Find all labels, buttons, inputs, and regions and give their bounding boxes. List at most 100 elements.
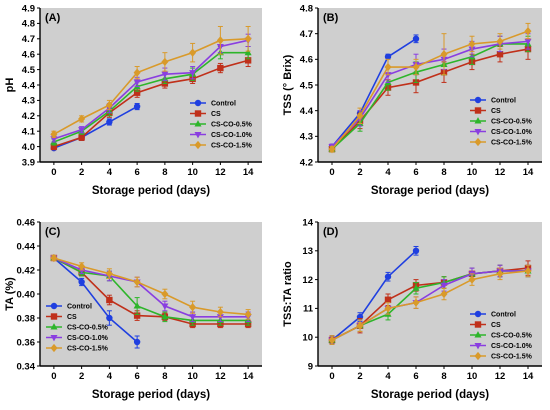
y-axis-label: TSS (° Brix) (282, 54, 294, 115)
series-line (331, 38, 417, 148)
x-tick-label: 2 (79, 371, 84, 382)
legend-label: CS-CO-1.0% (491, 343, 533, 350)
legend-marker (474, 321, 482, 328)
y-tick-label: 4.3 (22, 96, 35, 107)
legend-label: CS (491, 322, 501, 329)
y-tick-label: 14 (302, 217, 313, 228)
y-tick-label: 4.8 (22, 19, 35, 30)
legend-marker (474, 107, 482, 114)
data-point (412, 284, 420, 291)
y-tick-label: 4.3 (300, 132, 313, 143)
x-tick-label: 12 (215, 167, 226, 178)
legend: Control CS CS-CO-0.5% CS-CO-1.0% CS-CO-1.5% (470, 310, 533, 361)
x-tick-label: 14 (523, 167, 534, 178)
y-tick-label: 0.40 (17, 289, 36, 300)
legend-marker (194, 120, 202, 127)
y-tick-label: 11 (303, 304, 314, 315)
data-point (189, 70, 197, 77)
x-tick-label: 2 (357, 167, 362, 178)
legend-label: Control (491, 98, 516, 105)
data-point (468, 275, 476, 284)
series-line (53, 39, 249, 140)
data-point (189, 314, 197, 321)
y-tick-label: 4.5 (300, 80, 314, 91)
legend-marker (474, 342, 482, 350)
legend-item-cs-co-0-5: CS-CO-0.5% (46, 323, 109, 332)
data-point (496, 37, 504, 46)
data-point (384, 273, 392, 280)
data-point (328, 335, 336, 345)
series-line (53, 257, 138, 343)
legend-item-cs-co-1-5: CS-CO-1.5% (470, 351, 533, 361)
x-tick-label: 12 (495, 167, 506, 178)
series-line (331, 40, 529, 148)
data-point (384, 296, 392, 303)
legend-marker (474, 128, 482, 136)
legend-label: Control (211, 101, 236, 108)
data-point (133, 338, 141, 346)
panel-label: (C) (45, 226, 61, 238)
data-point (78, 114, 86, 124)
data-point (105, 100, 113, 110)
y-axis-label: TSS:TA ratio (282, 261, 294, 327)
y-tick-label: 4.4 (300, 106, 314, 117)
data-point (161, 303, 169, 310)
series-line (331, 43, 528, 150)
panel-label: (D) (323, 226, 339, 238)
data-point (50, 130, 58, 139)
series-cs-co-1-5 (50, 25, 252, 139)
legend-label: CS-CO-0.5% (491, 333, 533, 340)
data-point (78, 267, 86, 274)
legend-label: CS-CO-1.5% (211, 143, 253, 150)
legend-marker (194, 110, 202, 117)
x-tick-label: 14 (243, 371, 254, 382)
y-tick-label: 13 (302, 246, 313, 257)
data-point (244, 310, 252, 319)
plot-area (40, 8, 262, 162)
data-point (161, 289, 169, 299)
data-point (384, 62, 392, 72)
series-line (53, 257, 249, 325)
x-tick-label: 6 (134, 167, 139, 178)
data-point (133, 277, 141, 287)
legend-marker (50, 343, 58, 353)
y-axis-label: pH (4, 78, 16, 93)
y-tick-label: 4.2 (22, 111, 35, 122)
legend-label: CS-CO-1.5% (491, 354, 533, 361)
x-tick-label: 0 (51, 167, 56, 178)
x-tick-label: 10 (187, 167, 198, 178)
x-tick-label: 0 (51, 371, 56, 382)
legend-item-control: Control (470, 96, 516, 105)
y-tick-label: 4.9 (22, 3, 35, 14)
legend-marker (50, 323, 58, 330)
x-tick-label: 8 (441, 167, 446, 178)
data-point (216, 36, 224, 45)
legend-marker (474, 137, 482, 147)
series-line (53, 257, 249, 316)
legend: Control CS CS-CO-0.5% CS-CO-1.0% CS-CO-1.5% (190, 99, 253, 150)
data-point (496, 51, 504, 58)
x-tick-label: 10 (187, 371, 198, 382)
x-tick-label: 10 (467, 371, 478, 382)
y-tick-label: 4.6 (300, 55, 313, 66)
data-point (217, 64, 224, 72)
y-tick-label: 9 (308, 361, 313, 372)
data-point (106, 296, 113, 304)
legend-marker (194, 99, 202, 107)
legend-item-cs-co-0-5: CS-CO-0.5% (190, 120, 253, 129)
data-point (496, 269, 504, 278)
y-tick-label: 12 (302, 275, 313, 286)
x-axis-label: Storage period (days) (371, 389, 489, 401)
legend-label: Control (491, 312, 516, 319)
legend-marker (474, 117, 482, 124)
x-tick-label: 4 (107, 167, 113, 178)
y-tick-label: 0.36 (17, 337, 36, 348)
legend-item-cs-co-1-0: CS-CO-1.0% (190, 131, 253, 139)
series-line (53, 51, 249, 143)
series-cs-co-1-5 (328, 22, 532, 154)
legend-marker (474, 96, 482, 104)
plot-area (318, 8, 542, 162)
data-point (356, 111, 364, 120)
data-point (106, 314, 113, 322)
legend-label: CS-CO-0.5% (491, 119, 533, 126)
